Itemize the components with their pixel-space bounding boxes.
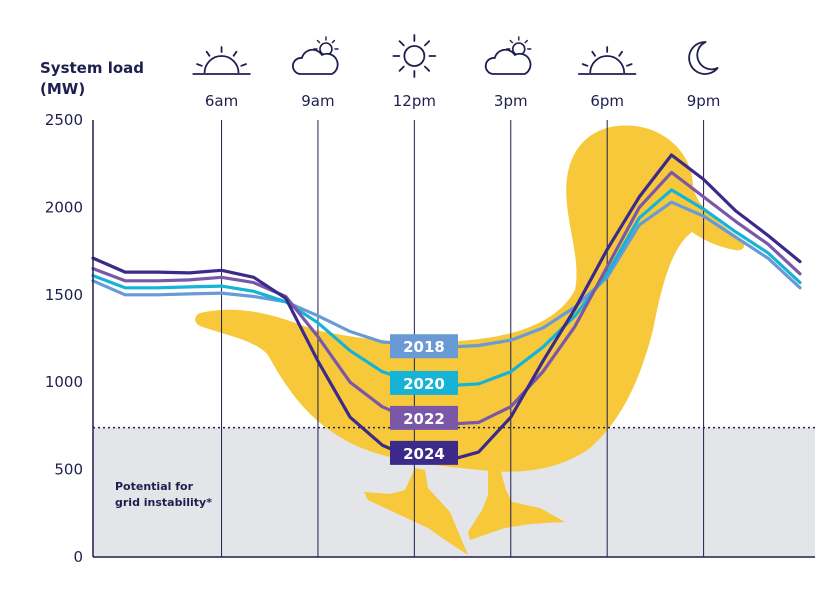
instability-label: Potential for grid instability*: [115, 480, 212, 509]
time-label: 9pm: [687, 92, 721, 110]
y-tick-labels: 0 500 1000 1500 2000 2500: [45, 111, 83, 566]
series-badges: 2018 2020 2022 2024: [390, 334, 459, 465]
badge-label: 2022: [403, 410, 445, 428]
moon-icon: [688, 41, 719, 75]
series-badge-2018: 2018: [390, 334, 459, 359]
badge-background: [390, 334, 459, 359]
time-label: 3pm: [494, 92, 528, 110]
y-tick-label: 2000: [45, 198, 83, 216]
badge-label: 2018: [403, 338, 445, 356]
badge-background: [390, 370, 459, 395]
badge-background: [390, 440, 459, 465]
time-markers: 6am 9am 12pm 3pm 6pm 9pm: [192, 34, 721, 110]
time-label: 9am: [301, 92, 334, 110]
y-axis-label: System load (MW): [40, 59, 149, 98]
y-tick-label: 1500: [45, 286, 83, 304]
series-badge-2020: 2020: [390, 370, 459, 395]
partly-cloudy-icon: [292, 36, 339, 75]
sunset-icon: [578, 46, 637, 75]
y-tick-label: 0: [73, 548, 83, 566]
y-tick-label: 1000: [45, 373, 83, 391]
badge-label: 2024: [403, 445, 445, 463]
duck-foot-right: [468, 468, 565, 540]
sunrise-icon: [192, 46, 251, 75]
time-label: 12pm: [393, 92, 436, 110]
time-label: 6am: [205, 92, 238, 110]
partly-cloudy-icon: [484, 36, 532, 75]
time-label: 6pm: [590, 92, 624, 110]
y-tick-label: 500: [54, 461, 83, 479]
badge-background: [390, 405, 459, 430]
sun-icon: [392, 34, 437, 78]
badge-label: 2020: [403, 375, 445, 393]
series-badge-2022: 2022: [390, 405, 459, 430]
y-tick-label: 2500: [45, 111, 83, 129]
series-badge-2024: 2024: [390, 440, 459, 465]
duck-foot-left: [364, 468, 468, 555]
